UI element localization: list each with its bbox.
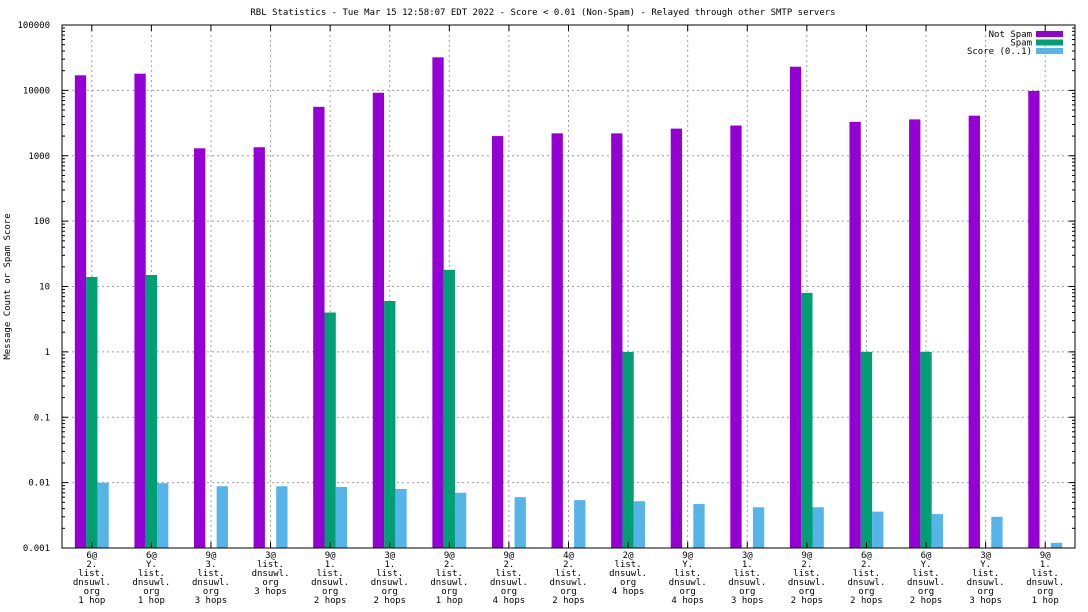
bar-not-spam <box>74 75 87 549</box>
x-tick-label: 9@ 1. list. dnsuwl. org 2 hops <box>311 551 349 606</box>
bar-spam <box>920 351 932 548</box>
bar-score-0-1 <box>812 507 824 548</box>
bar-spam <box>86 276 98 548</box>
bar-not-spam <box>253 147 265 548</box>
y-tick-label: 10000 <box>23 86 50 96</box>
bar-score-0-1 <box>514 497 526 548</box>
bar-score-0-1 <box>872 511 884 548</box>
y-tick-label: 1 <box>45 348 50 358</box>
y-tick-label: 0.01 <box>28 479 50 489</box>
x-tick-label: 6@ 2. list. dnsuwl. org 2 hops <box>847 551 885 606</box>
x-tick-label: 9@ 2. list. dnsuwl. org 4 hops <box>490 551 528 606</box>
bar-score-0-1 <box>335 486 348 548</box>
bar-score-0-1 <box>454 492 467 548</box>
y-tick-label: 0.1 <box>34 413 50 423</box>
bar-spam <box>324 312 336 548</box>
y-tick-label: 10 <box>39 283 50 293</box>
x-tick-label: 2@ list. dnsuwl. org 4 hops <box>609 551 647 597</box>
y-tick-label: 0.001 <box>23 544 50 554</box>
bar-spam <box>384 301 396 548</box>
x-tick-label: 6@ Y. list. dnsuwl. org 2 hops <box>907 551 945 606</box>
plot-frame <box>61 24 1076 549</box>
x-tick-label: 3@ Y. list. dnsuwl. org 3 hops <box>967 551 1005 606</box>
bar-not-spam <box>491 136 504 548</box>
legend-label: Not Spam <box>989 30 1032 40</box>
bar-not-spam <box>313 106 325 548</box>
x-tick-label: 6@ 2. list. dnsuwl. org 1 hop <box>73 551 111 606</box>
legend-label: Spam <box>1010 39 1032 49</box>
legend-swatch <box>1036 31 1063 37</box>
x-tick-label: 9@ 3. list. dnsuwl. org 3 hops <box>192 551 230 606</box>
bar-score-0-1 <box>752 507 765 548</box>
x-tick-label: 9@ 1. list. dnsuwl. org 1 hop <box>1026 551 1064 606</box>
bar-not-spam <box>909 119 921 549</box>
bar-not-spam <box>372 92 385 548</box>
y-axis-label: Message Count or Spam Score <box>3 213 13 359</box>
x-tick-label: 3@ list. dnsuwl. org 3 hops <box>252 551 290 597</box>
x-tick-label: 9@ 2. list. dnsuwl. org 1 hop <box>430 551 468 606</box>
x-tick-label: 9@ 2. list. dnsuwl. org 2 hops <box>788 551 826 606</box>
bar-score-0-1 <box>395 488 407 548</box>
bar-score-0-1 <box>276 486 288 548</box>
legend-swatch <box>1036 48 1063 54</box>
bar-score-0-1 <box>633 501 646 548</box>
bar-score-0-1 <box>991 516 1003 548</box>
legend-swatch <box>1036 39 1063 46</box>
x-tick-label: 6@ Y. list. dnsuwl. org 1 hop <box>132 551 170 606</box>
y-tick-label: 100000 <box>17 21 50 31</box>
x-tick-label: 9@ Y. list. dnsuwl. org 4 hops <box>669 551 707 606</box>
y-tick-label: 100 <box>34 217 50 227</box>
bar-not-spam <box>730 125 742 549</box>
bar-not-spam <box>551 133 563 548</box>
bar-not-spam <box>670 128 683 548</box>
bar-spam <box>443 269 455 548</box>
bar-not-spam <box>611 133 623 548</box>
y-tick-label: 1000 <box>28 152 50 162</box>
bar-not-spam <box>194 148 206 548</box>
bar-not-spam <box>1028 90 1040 548</box>
legend-label: Score (0..1) <box>967 47 1032 57</box>
bars-layer <box>74 57 1063 549</box>
bar-score-0-1 <box>157 483 169 548</box>
bar-not-spam <box>134 73 146 549</box>
bar-score-0-1 <box>1050 542 1063 548</box>
bar-score-0-1 <box>693 504 705 548</box>
bar-score-0-1 <box>931 514 943 548</box>
bar-not-spam <box>432 57 444 548</box>
bar-spam <box>801 292 813 548</box>
bar-not-spam <box>968 115 980 548</box>
x-tick-label: 3@ 1. list. dnsuwl. org 2 hops <box>371 551 409 606</box>
bar-not-spam <box>849 121 861 549</box>
x-tick-label: 4@ 2. list. dnsuwl. org 2 hops <box>550 551 588 606</box>
bar-score-0-1 <box>97 482 109 548</box>
chart-title: RBL Statistics - Tue Mar 15 12:58:07 EDT… <box>250 8 835 18</box>
bar-spam <box>622 351 634 548</box>
axes-layer: 0.001 0.01 0.1 1 10 100 1000 10000 100000 6@ 2. lis… <box>17 21 1076 606</box>
bar-not-spam <box>789 66 802 548</box>
x-tick-label: 3@ 1. list. dnsuwl. org 3 hops <box>728 551 766 606</box>
bar-spam <box>145 274 158 548</box>
bar-score-0-1 <box>574 500 586 548</box>
bar-spam <box>860 351 873 548</box>
bar-score-0-1 <box>216 486 228 548</box>
